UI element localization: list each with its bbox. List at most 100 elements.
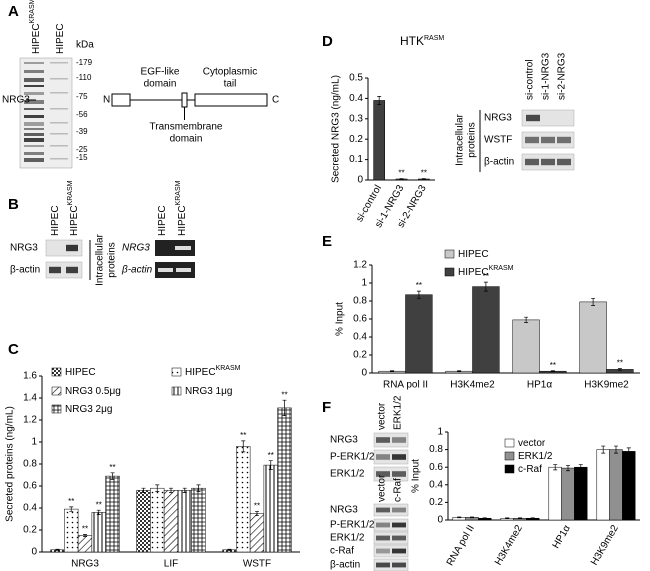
significance: ** <box>281 390 287 399</box>
error-bar <box>110 472 115 480</box>
lane-label: ERK1/2 <box>393 395 404 430</box>
blot <box>521 109 575 127</box>
gel-band <box>50 122 68 124</box>
row-label: NRG3 <box>330 435 358 446</box>
legend-label-sup: KRASM <box>216 365 241 372</box>
legend-label: vector <box>518 438 546 449</box>
row-label: β-actin <box>121 265 153 276</box>
error-bar <box>601 445 606 454</box>
error-bar <box>524 316 529 323</box>
x-tick-label: H3K4me2 <box>450 380 495 391</box>
row-label: WSTF <box>484 135 512 146</box>
panel-letter: F <box>322 399 331 416</box>
lane-label: HIPECKRASM <box>175 180 188 236</box>
bar <box>609 449 623 521</box>
y-tick-label: 0.6 <box>23 481 37 492</box>
y-tick-label: 1.4 <box>23 393 37 404</box>
error-bar <box>470 516 474 519</box>
error-bar <box>578 464 583 471</box>
domain-box <box>194 93 268 107</box>
band <box>541 158 555 166</box>
x-tick-label: LIF <box>164 559 178 570</box>
unit-label: kDa <box>76 40 94 51</box>
error-bar <box>518 517 522 520</box>
row-label: β-actin <box>10 265 40 276</box>
lane-label-main: HIPEC <box>157 205 168 236</box>
legend-swatch <box>504 438 515 448</box>
error-bar <box>505 517 510 520</box>
band <box>392 562 406 568</box>
significance: ** <box>421 169 427 178</box>
band <box>526 114 540 122</box>
gel-band <box>24 92 44 95</box>
bar <box>596 449 610 521</box>
error-bar <box>614 445 618 454</box>
gel-band <box>176 268 191 272</box>
legend-label: HIPECKRASM <box>458 265 514 278</box>
band <box>392 522 406 528</box>
band <box>392 454 406 460</box>
blot <box>373 518 409 532</box>
blot <box>373 558 409 571</box>
legend-label-sup: KRASM <box>489 265 514 272</box>
blot <box>45 261 83 279</box>
y-tick-label: 0.6 <box>429 462 443 473</box>
band <box>392 548 406 554</box>
row-label: ERK1/2 <box>330 533 365 544</box>
gel-band <box>175 246 191 250</box>
gel-band <box>158 268 173 272</box>
error-bar <box>241 440 246 453</box>
bar <box>105 475 120 553</box>
significance: ** <box>416 281 422 290</box>
x-tick-label: H3K9me2 <box>584 380 629 391</box>
band <box>557 136 571 144</box>
legend-label-main: vector <box>518 438 546 449</box>
significance: ** <box>109 463 115 472</box>
error-bar <box>482 517 487 520</box>
significance: ** <box>254 501 260 510</box>
band <box>376 548 390 554</box>
bar <box>177 490 192 553</box>
y-tick-label: 1.6 <box>23 371 37 382</box>
error-bar <box>282 399 287 416</box>
y-tick-label: 1 <box>31 437 37 448</box>
legend-label-main: HIPEC <box>65 367 96 378</box>
lane-label: HIPEC <box>50 205 61 236</box>
bar <box>77 535 93 553</box>
legend-label-main: HIPEC <box>185 367 216 378</box>
band-label: NRG3 <box>2 95 30 106</box>
chart-title: HTKRASM <box>400 34 444 48</box>
legend-label: NRG3 0.5μg <box>65 386 121 397</box>
domain-tm <box>181 92 188 108</box>
gel-band <box>24 122 44 126</box>
legend-label-main: NRG3 2μg <box>65 404 112 415</box>
y-axis-title: Secreted NRG3 (ng/mL) <box>331 75 342 183</box>
chart-title-main: HTK <box>400 34 424 48</box>
lane-label: HIPECKRASM <box>67 180 80 236</box>
x-tick-label: H3K9me2 <box>589 523 621 567</box>
gel-band <box>24 145 44 147</box>
row-label: NRG3 <box>330 505 358 516</box>
legend-swatch <box>504 464 515 474</box>
y-axis-title: % Input <box>411 459 422 493</box>
error-bar <box>617 368 622 371</box>
bar <box>405 294 433 374</box>
row-label: NRG3 <box>10 243 38 254</box>
error-bar <box>553 464 558 471</box>
band <box>376 507 390 513</box>
legend-label: HIPEC <box>458 249 489 260</box>
legend-label-main: NRG3 1μg <box>185 386 232 397</box>
y-tick-label: 0.4 <box>353 332 367 343</box>
significance: ** <box>268 451 274 460</box>
bar <box>574 466 588 521</box>
legend-label-main: NRG3 0.5μg <box>65 386 121 397</box>
band <box>525 136 539 144</box>
y-tick-label: 0 <box>31 547 37 558</box>
bar <box>472 286 500 374</box>
error-bar <box>227 548 232 551</box>
domain-n: N <box>103 95 110 106</box>
error-bar <box>457 516 462 519</box>
legend-label: HIPECKRASM <box>185 365 241 378</box>
gel-band <box>24 85 44 87</box>
